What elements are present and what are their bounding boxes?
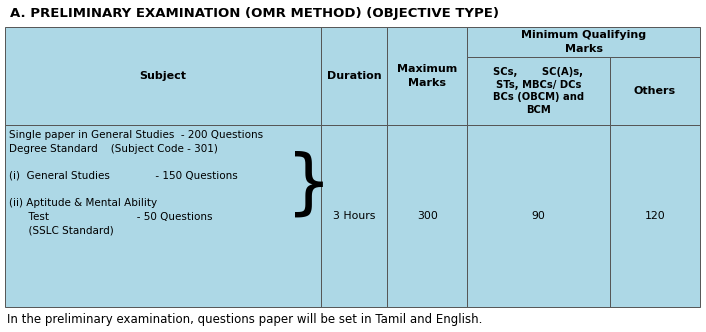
Bar: [388, 27, 467, 125]
Text: 300: 300: [417, 211, 438, 221]
Bar: [467, 27, 700, 57]
Bar: [610, 57, 700, 125]
Text: Subject: Subject: [140, 71, 186, 81]
Bar: [321, 125, 388, 307]
Bar: [5, 125, 321, 307]
Bar: [467, 57, 610, 125]
Bar: [467, 125, 610, 307]
Text: Duration: Duration: [327, 71, 381, 81]
Text: A. PRELIMINARY EXAMINATION (OMR METHOD) (OBJECTIVE TYPE): A. PRELIMINARY EXAMINATION (OMR METHOD) …: [10, 8, 499, 21]
Bar: [321, 27, 388, 125]
Text: Single paper in General Studies  - 200 Questions
Degree Standard    (Subject Cod: Single paper in General Studies - 200 Qu…: [9, 130, 263, 235]
Text: 90: 90: [532, 211, 545, 221]
Text: }: }: [287, 150, 332, 219]
Bar: [5, 27, 321, 125]
Text: Others: Others: [634, 86, 676, 96]
Text: Maximum
Marks: Maximum Marks: [397, 64, 457, 88]
Bar: [610, 125, 700, 307]
Text: Minimum Qualifying
Marks: Minimum Qualifying Marks: [521, 31, 646, 53]
Text: 120: 120: [645, 211, 665, 221]
Bar: [388, 125, 467, 307]
Text: In the preliminary examination, questions paper will be set in Tamil and English: In the preliminary examination, question…: [7, 313, 482, 326]
Text: SCs,       SC(A)s,
STs, MBCs/ DCs
BCs (OBCM) and
BCM: SCs, SC(A)s, STs, MBCs/ DCs BCs (OBCM) a…: [493, 67, 584, 115]
Text: 3 Hours: 3 Hours: [333, 211, 376, 221]
